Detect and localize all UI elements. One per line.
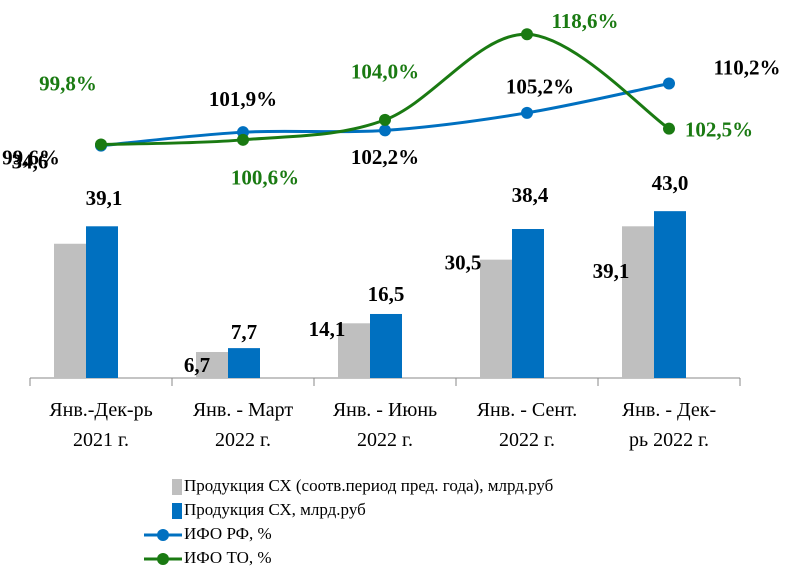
- bar: [86, 226, 118, 378]
- data-label: 16,5: [368, 282, 405, 306]
- legend-label: Продукция СХ, млрд.руб: [184, 500, 366, 519]
- line-point: [663, 122, 675, 135]
- data-label: 14,1: [309, 317, 346, 341]
- legend-swatch: [172, 503, 182, 519]
- data-label: 101,9%: [209, 87, 277, 111]
- legend-swatch: [172, 479, 182, 495]
- legend-label: ИФО РФ, %: [184, 524, 272, 543]
- data-label: 34,6: [12, 150, 49, 174]
- data-label: 38,4: [512, 183, 549, 207]
- line-point: [237, 133, 249, 146]
- x-tick-label: Янв. - Дек- рь 2022 г.: [621, 399, 717, 451]
- data-label: 118,6%: [551, 9, 618, 33]
- data-label: 102,5%: [685, 117, 753, 141]
- bar: [54, 243, 86, 378]
- legend-label: Продукция СХ (соотв.период пред. года), …: [184, 476, 553, 495]
- data-label: 110,2%: [713, 55, 780, 79]
- bar: [654, 211, 686, 378]
- data-label: 39,1: [593, 259, 630, 283]
- line-point: [379, 124, 391, 137]
- data-label: 30,5: [445, 250, 482, 274]
- data-label: 102,2%: [351, 145, 419, 169]
- data-label: 99,8%: [39, 71, 97, 95]
- legend-swatch: [157, 553, 169, 565]
- x-tick-label: Янв. - Март 2022 г.: [192, 399, 294, 451]
- data-label: 99,6%: [2, 145, 60, 169]
- x-tick-label: Янв.-Дек-рь 2021 г.: [49, 399, 153, 451]
- x-tick-label: Янв. - Июнь 2022 г.: [332, 399, 438, 451]
- legend-swatch: [157, 529, 169, 541]
- bar: [370, 313, 402, 378]
- line-point: [95, 138, 107, 151]
- data-label: 100,6%: [231, 166, 299, 190]
- line-point: [379, 113, 391, 126]
- bar: [228, 348, 260, 378]
- data-label: 105,2%: [506, 75, 574, 99]
- data-label: 104,0%: [351, 60, 419, 84]
- bar: [196, 352, 228, 378]
- data-label: 39,1: [86, 186, 123, 210]
- line-point: [521, 28, 533, 41]
- line-point: [663, 77, 675, 90]
- data-label: 6,7: [184, 353, 210, 377]
- bar: [622, 226, 654, 378]
- line-point: [521, 106, 533, 119]
- bar: [480, 259, 512, 378]
- bar: [338, 323, 370, 378]
- data-label: 7,7: [231, 320, 257, 344]
- bar: [512, 229, 544, 378]
- data-label: 43,0: [652, 171, 689, 195]
- legend-label: ИФО ТО, %: [184, 548, 272, 567]
- x-tick-label: Янв. - Сент. 2022 г.: [476, 399, 578, 451]
